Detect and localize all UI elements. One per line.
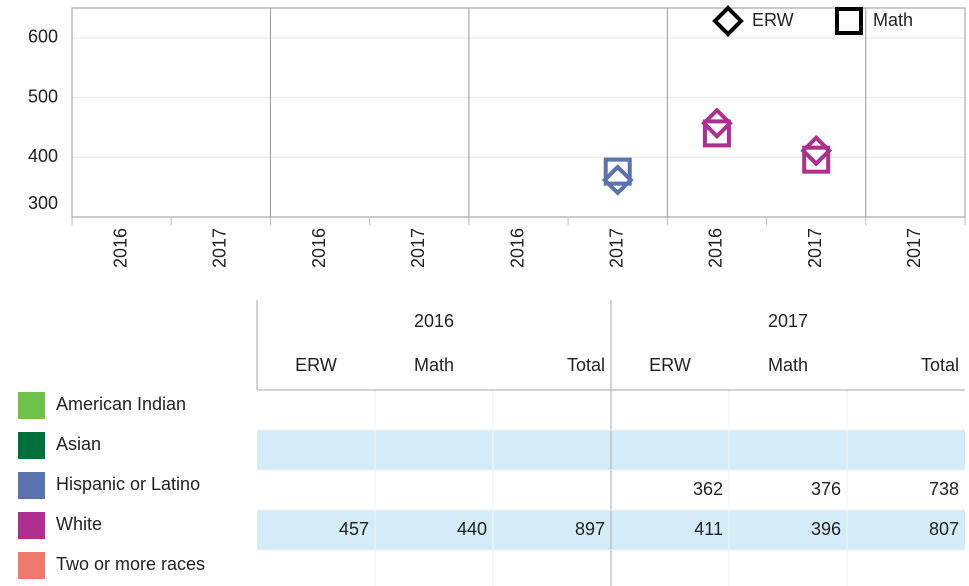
row-label: White (56, 514, 102, 534)
year-header: 2016 (414, 311, 454, 331)
point (601, 164, 634, 196)
cell: 440 (457, 519, 487, 539)
plot-frame (71, 7, 966, 218)
x-tick-label: 2017 (210, 228, 230, 268)
point (701, 107, 733, 140)
column-header: ERW (295, 355, 337, 375)
column-header: Total (921, 355, 959, 375)
cell: 897 (575, 519, 605, 539)
legend-label: ERW (752, 10, 794, 30)
cell: 457 (339, 519, 369, 539)
y-tick-label: 300 (28, 193, 58, 213)
legend-swatch (18, 432, 45, 459)
x-tick-label: 2016 (110, 228, 130, 268)
point (702, 119, 731, 148)
x-tick-label: 2017 (606, 228, 626, 268)
x-tick-label: 2017 (904, 228, 924, 268)
y-tick-label: 500 (28, 86, 58, 106)
legend-swatch (18, 512, 45, 539)
cell: 411 (694, 519, 723, 539)
point (603, 157, 632, 186)
column-header: Math (414, 355, 454, 375)
cell: 396 (811, 519, 841, 539)
legend-swatch (18, 392, 45, 419)
x-tick-label: 2017 (408, 228, 428, 268)
cell: 376 (811, 479, 841, 499)
legend-marker (835, 7, 863, 35)
row-label: Two or more races (56, 554, 205, 574)
row-label: Asian (56, 434, 101, 454)
row-label: American Indian (56, 394, 186, 414)
column-header: ERW (649, 355, 691, 375)
column-header: Math (768, 355, 808, 375)
point (800, 134, 832, 167)
x-tick-label: 2016 (507, 228, 527, 268)
legend-swatch (18, 472, 45, 499)
cell: 738 (929, 479, 959, 499)
legend-label: Math (873, 10, 913, 30)
x-tick-label: 2016 (706, 228, 726, 268)
legend-marker (712, 5, 744, 37)
x-tick-label: 2017 (805, 228, 825, 268)
cell: 362 (693, 479, 723, 499)
point (802, 145, 831, 174)
y-tick-label: 600 (28, 27, 58, 47)
y-tick-label: 400 (28, 146, 58, 166)
year-header: 2017 (768, 311, 808, 331)
column-header: Total (567, 355, 605, 375)
legend-swatch (18, 552, 45, 579)
x-tick-label: 2016 (309, 228, 329, 268)
row-label: Hispanic or Latino (56, 474, 200, 494)
cell: 807 (929, 519, 959, 539)
